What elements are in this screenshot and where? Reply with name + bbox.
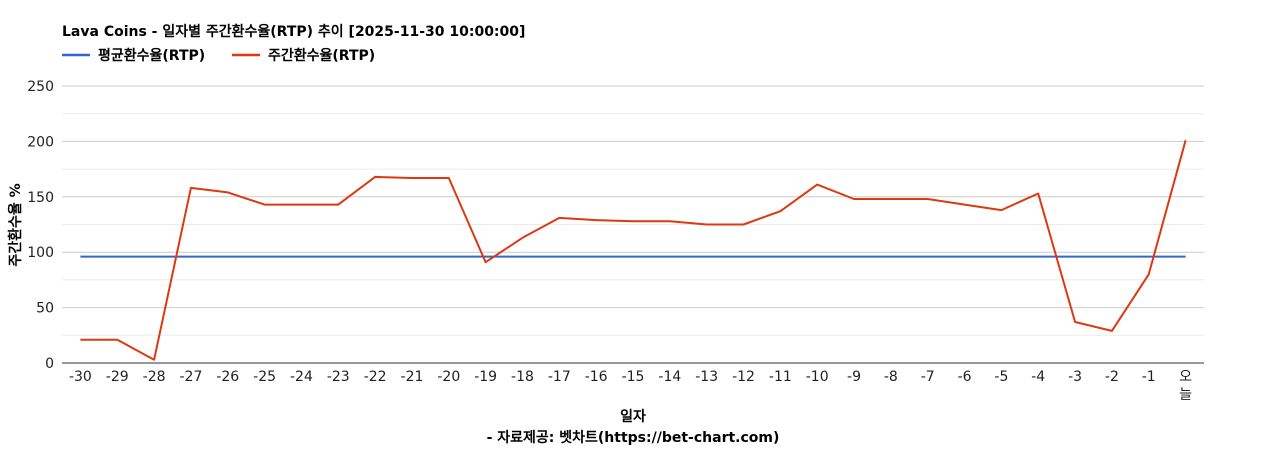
x-tick-label: -24	[290, 369, 313, 385]
x-axis-title: 일자	[620, 409, 646, 425]
x-tick-label: -13	[695, 369, 718, 385]
x-tick-label: -22	[364, 369, 387, 385]
y-tick-label: 150	[27, 190, 54, 206]
x-tick-label: -23	[327, 369, 350, 385]
x-tick-label: -7	[921, 369, 935, 385]
legend: 평균환수율(RTP) 주간환수율(RTP)	[62, 47, 375, 64]
x-tick-label: -4	[1031, 369, 1045, 385]
grid	[62, 85, 1204, 364]
y-axis-ticks: 0 50 100 150 200 250	[27, 79, 54, 372]
x-tick-label: -30	[69, 369, 92, 385]
y-tick-label: 0	[45, 356, 54, 372]
x-tick-label: -8	[884, 369, 898, 385]
y-tick-label: 200	[27, 134, 54, 150]
x-tick-label: -19	[474, 369, 497, 385]
series-line-weekly	[80, 140, 1187, 361]
x-tick-label: -27	[179, 369, 202, 385]
x-tick-label: -20	[437, 369, 460, 385]
x-tick-label: -14	[658, 369, 681, 385]
y-tick-label: 50	[36, 301, 54, 317]
x-tick-label: -29	[106, 369, 129, 385]
x-tick-label: -21	[401, 369, 424, 385]
x-tick-label: -2	[1105, 369, 1119, 385]
x-tick-label: -17	[548, 369, 571, 385]
x-tick-label: -10	[806, 369, 829, 385]
x-tick-label: -11	[769, 369, 792, 385]
x-axis-ticks: -30 -29 -28 -27 -26 -25 -24 -23 -22 -21 -20 -19 -18-…	[69, 369, 1192, 403]
y-tick-label: 250	[27, 79, 54, 95]
y-tick-label: 100	[27, 245, 54, 261]
x-tick-label: -12	[732, 369, 755, 385]
x-tick-label: -25	[253, 369, 276, 385]
x-tick-label: -9	[847, 369, 861, 385]
x-tick-label: -6	[958, 369, 972, 385]
legend-label-weekly: 주간환수율(RTP)	[268, 47, 375, 64]
x-tick-label: -16	[585, 369, 608, 385]
legend-label-average: 평균환수율(RTP)	[98, 47, 205, 64]
series-lines	[80, 140, 1187, 361]
x-tick-label: -3	[1068, 369, 1082, 385]
x-tick-label: -28	[143, 369, 166, 385]
source-note: - 자료제공: 벳차트(https://bet-chart.com)	[487, 429, 780, 446]
x-tick-label: -5	[994, 369, 1008, 385]
chart-title: Lava Coins - 일자별 주간환수율(RTP) 추이 [2025-11-…	[62, 23, 525, 40]
x-tick-label: -15	[622, 369, 645, 385]
y-axis-title: 주간환수율 %	[7, 183, 24, 266]
x-tick-label: -18	[511, 369, 534, 385]
x-tick-label: -1	[1142, 369, 1156, 385]
x-tick-label: -26	[216, 369, 239, 385]
